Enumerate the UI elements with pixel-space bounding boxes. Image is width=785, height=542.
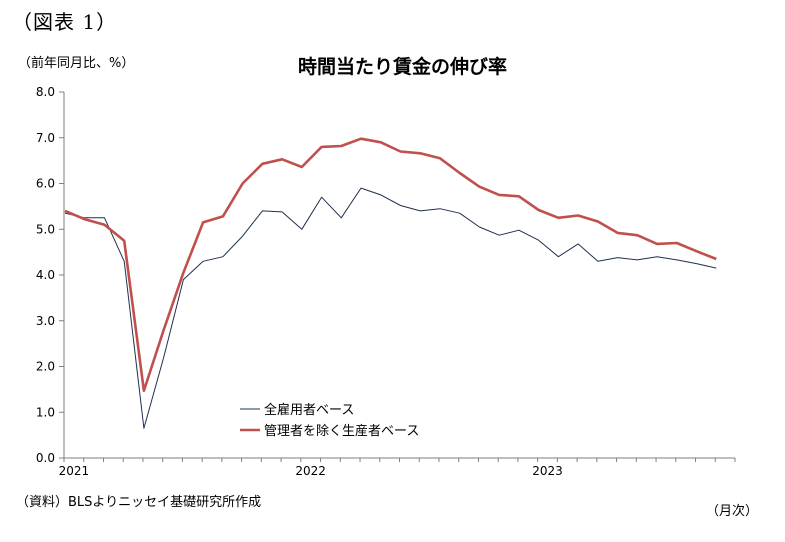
y-tick-label: 4.0 — [36, 268, 55, 282]
legend-label-2: 管理者を除く生産者ベース — [264, 423, 419, 439]
y-tick-label: 1.0 — [36, 405, 55, 419]
y-tick-label: 6.0 — [36, 177, 55, 191]
series-line-1 — [64, 187, 717, 429]
source-note: （資料）BLSよりニッセイ基礎研究所作成 — [16, 495, 262, 510]
x-tick-label: 2022 — [295, 464, 326, 478]
y-tick-label: 0.0 — [36, 451, 55, 465]
y-tick-label: 8.0 — [36, 85, 55, 99]
y-tick-label: 2.0 — [36, 360, 55, 374]
y-tick-label: 3.0 — [36, 314, 55, 328]
x-tick-label: 2023 — [532, 464, 563, 478]
series-line-2 — [64, 137, 717, 393]
x-unit-label: （月次） — [706, 504, 759, 519]
figure-label: （図表 1） — [12, 10, 118, 34]
chart-title: 時間当たり賃金の伸び率 — [297, 56, 507, 78]
y-unit-label: （前年同月比、%） — [18, 56, 135, 71]
y-tick-label: 5.0 — [36, 222, 55, 236]
y-tick-label: 7.0 — [36, 131, 55, 145]
x-tick-label: 2021 — [59, 464, 90, 478]
legend-label-1: 全雇用者ベース — [264, 402, 354, 418]
